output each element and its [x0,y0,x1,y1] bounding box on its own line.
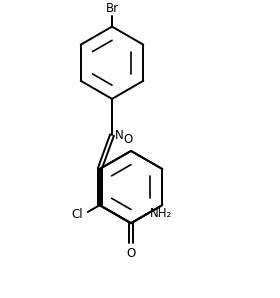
Text: O: O [126,247,136,260]
Text: N: N [115,128,124,142]
Text: Cl: Cl [71,208,83,221]
Text: Br: Br [106,2,119,15]
Text: O: O [123,133,133,146]
Text: NH₂: NH₂ [150,207,172,220]
